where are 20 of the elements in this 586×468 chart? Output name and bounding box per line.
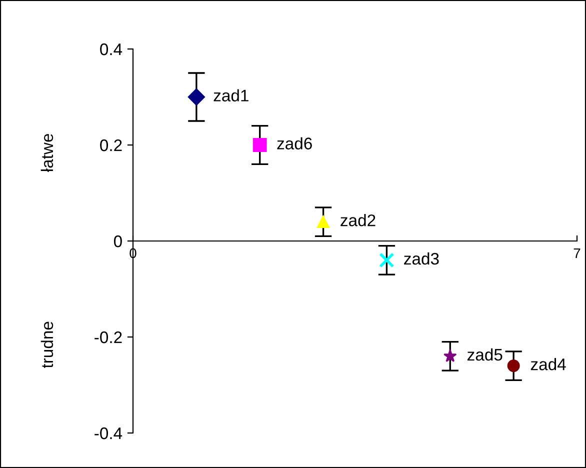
y-tick-label: 0.4 xyxy=(100,43,122,56)
series-label: zad3 xyxy=(404,252,439,265)
text: trudne xyxy=(40,322,54,368)
x-tick-label: 7 xyxy=(574,248,580,258)
point xyxy=(252,138,267,152)
text: łatwe xyxy=(40,134,54,172)
point xyxy=(188,88,205,106)
series-label: zad1 xyxy=(214,89,248,102)
y-tick-label: 0 xyxy=(114,235,122,248)
series-label: zad4 xyxy=(530,358,566,370)
series-label: zad6 xyxy=(277,137,312,150)
series-label: zad5 xyxy=(467,348,502,361)
y-tick-label: 0.2 xyxy=(100,139,122,152)
point xyxy=(507,360,520,372)
series-label: zad2 xyxy=(340,214,376,226)
point xyxy=(317,216,330,228)
point xyxy=(444,349,457,362)
point xyxy=(379,252,394,268)
y-tick-label: -0.2 xyxy=(94,331,122,344)
y-tick-label: -0.4 xyxy=(94,427,122,440)
